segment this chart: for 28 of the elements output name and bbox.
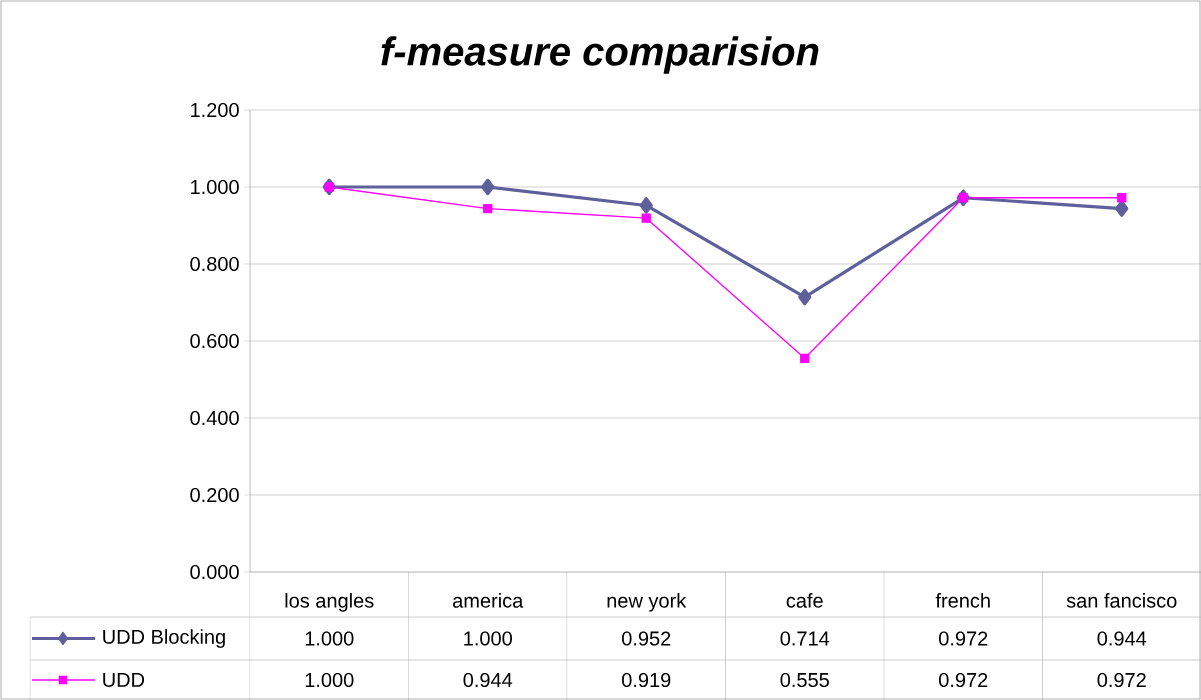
data-label: 0.919 xyxy=(622,672,671,688)
data-label: 0.714 xyxy=(780,631,830,646)
data-label: 0.972 xyxy=(939,631,988,646)
y-tick-label: 0.600 xyxy=(190,333,239,349)
y-tick-label: 1.000 xyxy=(191,179,239,195)
data-label: 0.952 xyxy=(622,631,671,646)
data-label: 1.000 xyxy=(305,631,354,646)
data-label: 0.555 xyxy=(780,672,829,688)
y-tick-label: 0.400 xyxy=(190,410,239,426)
y-tick-label: 0.000 xyxy=(190,564,239,580)
x-tick-label: san fancisco xyxy=(1066,593,1177,608)
y-tick-label: 0.800 xyxy=(190,256,239,272)
data-label: 1.000 xyxy=(464,631,512,646)
data-label: 0.944 xyxy=(463,672,513,688)
legend-label: UDD xyxy=(103,673,145,687)
y-tick-label: 1.200 xyxy=(191,102,239,118)
data-label: 0.944 xyxy=(1097,631,1147,646)
y-tick-label: 0.200 xyxy=(190,487,239,503)
x-tick-label: los angles xyxy=(285,593,374,612)
x-tick-label: new york xyxy=(607,593,687,612)
legend-label: UDD Blocking xyxy=(103,629,225,648)
x-tick-label: cafe xyxy=(786,593,823,608)
chart-title: f-measure comparision xyxy=(381,36,819,74)
x-tick-label: america xyxy=(453,593,524,608)
data-label: 1.000 xyxy=(305,672,354,688)
data-label: 0.972 xyxy=(939,672,988,688)
data-label: 0.972 xyxy=(1097,672,1146,688)
x-tick-label: french xyxy=(935,593,990,608)
